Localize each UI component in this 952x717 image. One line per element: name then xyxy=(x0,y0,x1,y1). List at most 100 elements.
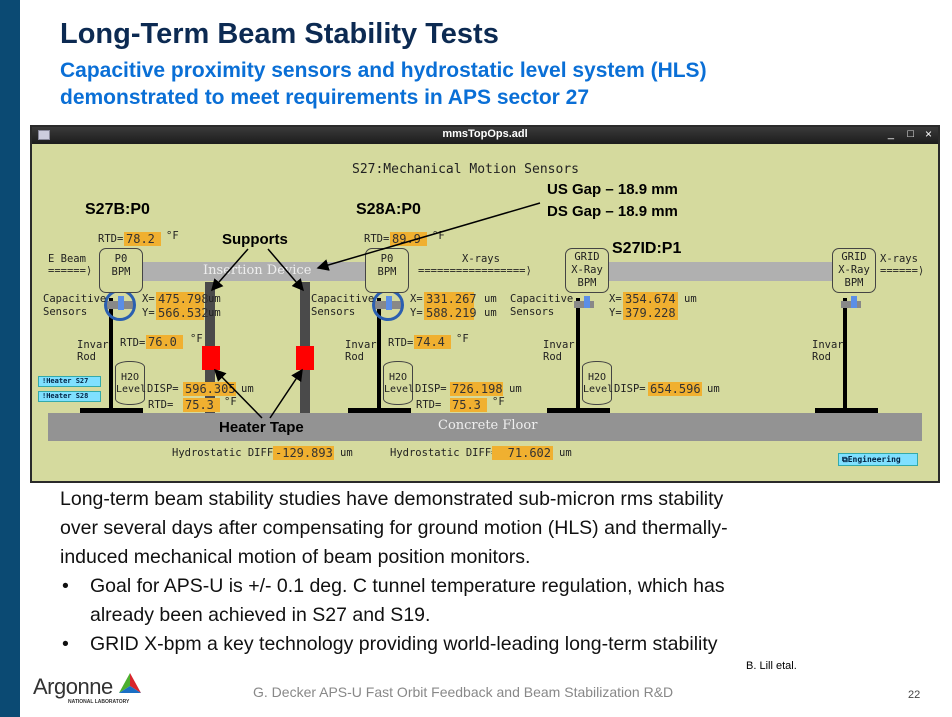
p0-bpm-s27b: P0 BPM xyxy=(99,248,143,293)
x-label: X= xyxy=(142,293,155,305)
capacitive-sensor-target xyxy=(851,296,857,308)
ds-gap-label: DS Gap – 18.9 mm xyxy=(547,203,678,220)
unit: um xyxy=(340,447,353,459)
concrete-floor xyxy=(48,413,922,441)
capacitive-sensors-label: Capacitive Sensors xyxy=(510,293,573,319)
ebeam-arrow: ======⟩ xyxy=(48,265,93,277)
label-line: Capacitive xyxy=(43,293,107,305)
s27id-label: S27ID:P1 xyxy=(612,240,682,257)
s27id-y-value: 379.228 xyxy=(623,306,678,320)
invar-rod xyxy=(109,298,113,410)
rod-base xyxy=(80,408,143,413)
rtd-label: RTD= xyxy=(120,337,146,349)
label-line: Sensors xyxy=(510,306,555,318)
heater-tape-arrow xyxy=(269,368,303,419)
unit: um xyxy=(707,383,720,395)
degf-label: °F xyxy=(456,333,469,345)
label-line: Capacitive xyxy=(311,293,375,305)
hydro-label: Hydrostatic DIFF= xyxy=(172,447,280,459)
invar-rod-label: Invar Rod xyxy=(812,339,844,363)
x-label: X= xyxy=(410,293,423,305)
label-line: H2O xyxy=(587,372,607,383)
degf-label: °F xyxy=(166,230,179,242)
heater-s28-button[interactable]: !Heater S28 xyxy=(38,391,101,402)
hydro-label: Hydrostatic DIFF= xyxy=(390,447,498,459)
grid-xbpm-1: GRID X-Ray BPM xyxy=(565,248,609,293)
degf-label: °F xyxy=(224,396,237,408)
label-line: Level xyxy=(116,384,147,395)
degf-label: °F xyxy=(492,396,505,408)
label-line: Invar xyxy=(345,339,377,351)
s27b-y-value: 566.532 xyxy=(156,306,209,320)
s27b-label: S27B:P0 xyxy=(85,201,150,218)
bpm-line: P0 xyxy=(114,253,128,265)
heater-tape-label: Heater Tape xyxy=(219,419,304,436)
s27id-beamline xyxy=(606,262,834,281)
label-line: Rod xyxy=(543,351,562,363)
maximize-button[interactable]: □ xyxy=(907,128,914,140)
disp-label: DISP= xyxy=(614,383,646,395)
insertion-device xyxy=(140,262,368,281)
heater-s27-button[interactable]: !Heater S27 xyxy=(38,376,101,387)
window-menu-icon[interactable] xyxy=(38,130,50,140)
h2o-level-cylinder: H2O Level xyxy=(115,361,147,405)
disp3-value: 654.596 xyxy=(648,382,702,396)
capacitive-sensors-label: Capacitive Sensors xyxy=(311,293,374,319)
engineering-button[interactable]: ⧉Engineering xyxy=(838,453,918,466)
bpm-line: X-Ray xyxy=(838,264,870,276)
slide-sidebar-band xyxy=(0,0,20,717)
label-line: Rod xyxy=(345,351,364,363)
invar-rod xyxy=(576,298,580,410)
invar-rod xyxy=(377,298,381,410)
us-gap-label: US Gap – 18.9 mm xyxy=(547,181,678,198)
page-number: 22 xyxy=(908,689,921,701)
concrete-floor-label: Concrete Floor xyxy=(438,418,538,433)
bullet-1-line: Goal for APS-U is +/- 0.1 deg. C tunnel … xyxy=(90,575,725,597)
p0-bpm-s28a: P0 BPM xyxy=(365,248,409,293)
minimize-button[interactable]: _ xyxy=(887,128,894,140)
heater-tape xyxy=(202,346,220,370)
body-line: over several days after compensating for… xyxy=(60,517,728,539)
bpm-line: X-Ray xyxy=(571,264,603,276)
label-line: Capacitive xyxy=(510,293,574,305)
unit: um xyxy=(484,307,497,319)
rtd-label: RTD= xyxy=(416,399,442,411)
label-line: H2O xyxy=(120,372,140,383)
xrays-out-label: X-rays xyxy=(880,253,918,265)
bullet-dot: • xyxy=(62,575,69,597)
degf-label: °F xyxy=(190,333,203,345)
window-titlebar[interactable]: mmsTopOps.adl _ □ × xyxy=(32,127,938,144)
label-line: Invar xyxy=(812,339,844,351)
bullet-1-line: already been achieved in S27 and S19. xyxy=(90,604,431,626)
y-label: Y= xyxy=(410,307,423,319)
xrays-arrow: =================⟩ xyxy=(418,265,532,277)
unit: um xyxy=(509,383,522,395)
close-button[interactable]: × xyxy=(924,127,932,141)
label-line: Invar xyxy=(77,339,109,351)
label-line: Sensors xyxy=(311,306,356,318)
invar-rod xyxy=(843,298,847,410)
disp-label: DISP= xyxy=(415,383,447,395)
capacitive-sensor-target xyxy=(584,296,590,308)
xrays-out-arrow: ======⟩ xyxy=(880,265,925,277)
slide-title: Long-Term Beam Stability Tests xyxy=(60,18,499,50)
disp2-value: 726.198 xyxy=(450,382,503,396)
rtd-s27b-value: 78.2 xyxy=(124,232,161,246)
y-label: Y= xyxy=(142,307,155,319)
unit: um xyxy=(208,293,221,305)
bullet-2-line: GRID X-bpm a key technology providing wo… xyxy=(90,633,718,655)
unit: um xyxy=(484,293,497,305)
xrays-label: X-rays xyxy=(462,253,500,265)
h2o-level-cylinder: H2O Level xyxy=(383,361,415,405)
argonne-logo: Argonne xyxy=(33,674,113,699)
insertion-device-label: Insertion Device xyxy=(203,263,312,278)
bpm-line: BPM xyxy=(377,266,397,278)
label-line: Rod xyxy=(77,351,96,363)
related-display-icon: ⧉ xyxy=(842,455,848,464)
s28a-y-value: 588.219 xyxy=(424,306,477,320)
rod-base xyxy=(815,408,878,413)
unit: um xyxy=(208,307,221,319)
bpm-line: GRID xyxy=(841,251,867,263)
heater-tape xyxy=(296,346,314,370)
label-line: Level xyxy=(384,384,415,395)
